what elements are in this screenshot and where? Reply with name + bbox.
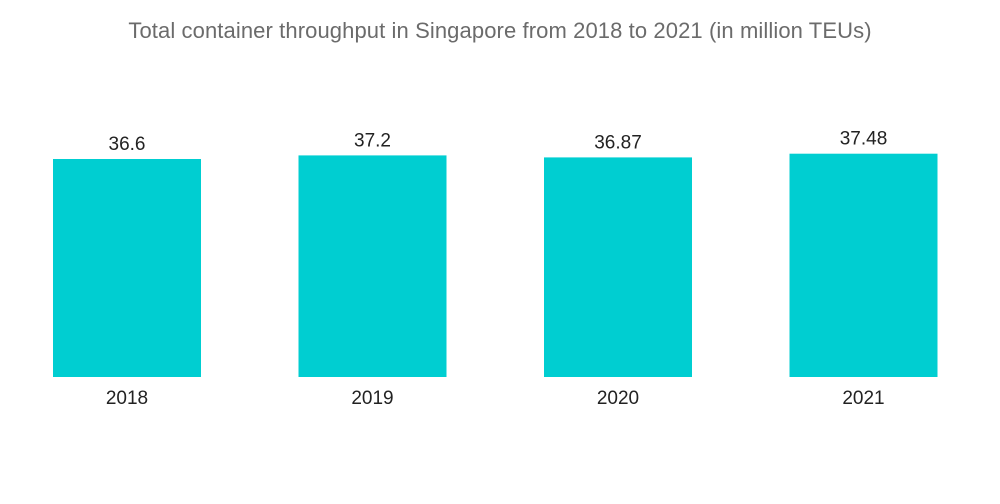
bars-layer [53,153,938,377]
bar-2020 [544,157,692,377]
bar-2019 [298,155,447,377]
data-label-2018: 36.6 [109,134,146,155]
x-axis-ticks: 2018 2019 2020 2021 [106,388,885,409]
data-label-2021: 37.48 [840,129,888,150]
value-labels-layer: 36.6 37.2 36.87 37.48 [109,129,888,155]
data-label-2019: 37.2 [354,130,391,151]
x-tick-label-2018: 2018 [106,388,148,409]
data-label-2020: 36.87 [594,132,642,153]
x-tick-label-2019: 2019 [351,388,393,409]
bar-2021 [789,153,938,377]
x-tick-label-2020: 2020 [597,388,639,409]
chart-title: Total container throughput in Singapore … [128,18,872,43]
bar-2018 [53,159,201,377]
x-tick-label-2021: 2021 [842,388,884,409]
